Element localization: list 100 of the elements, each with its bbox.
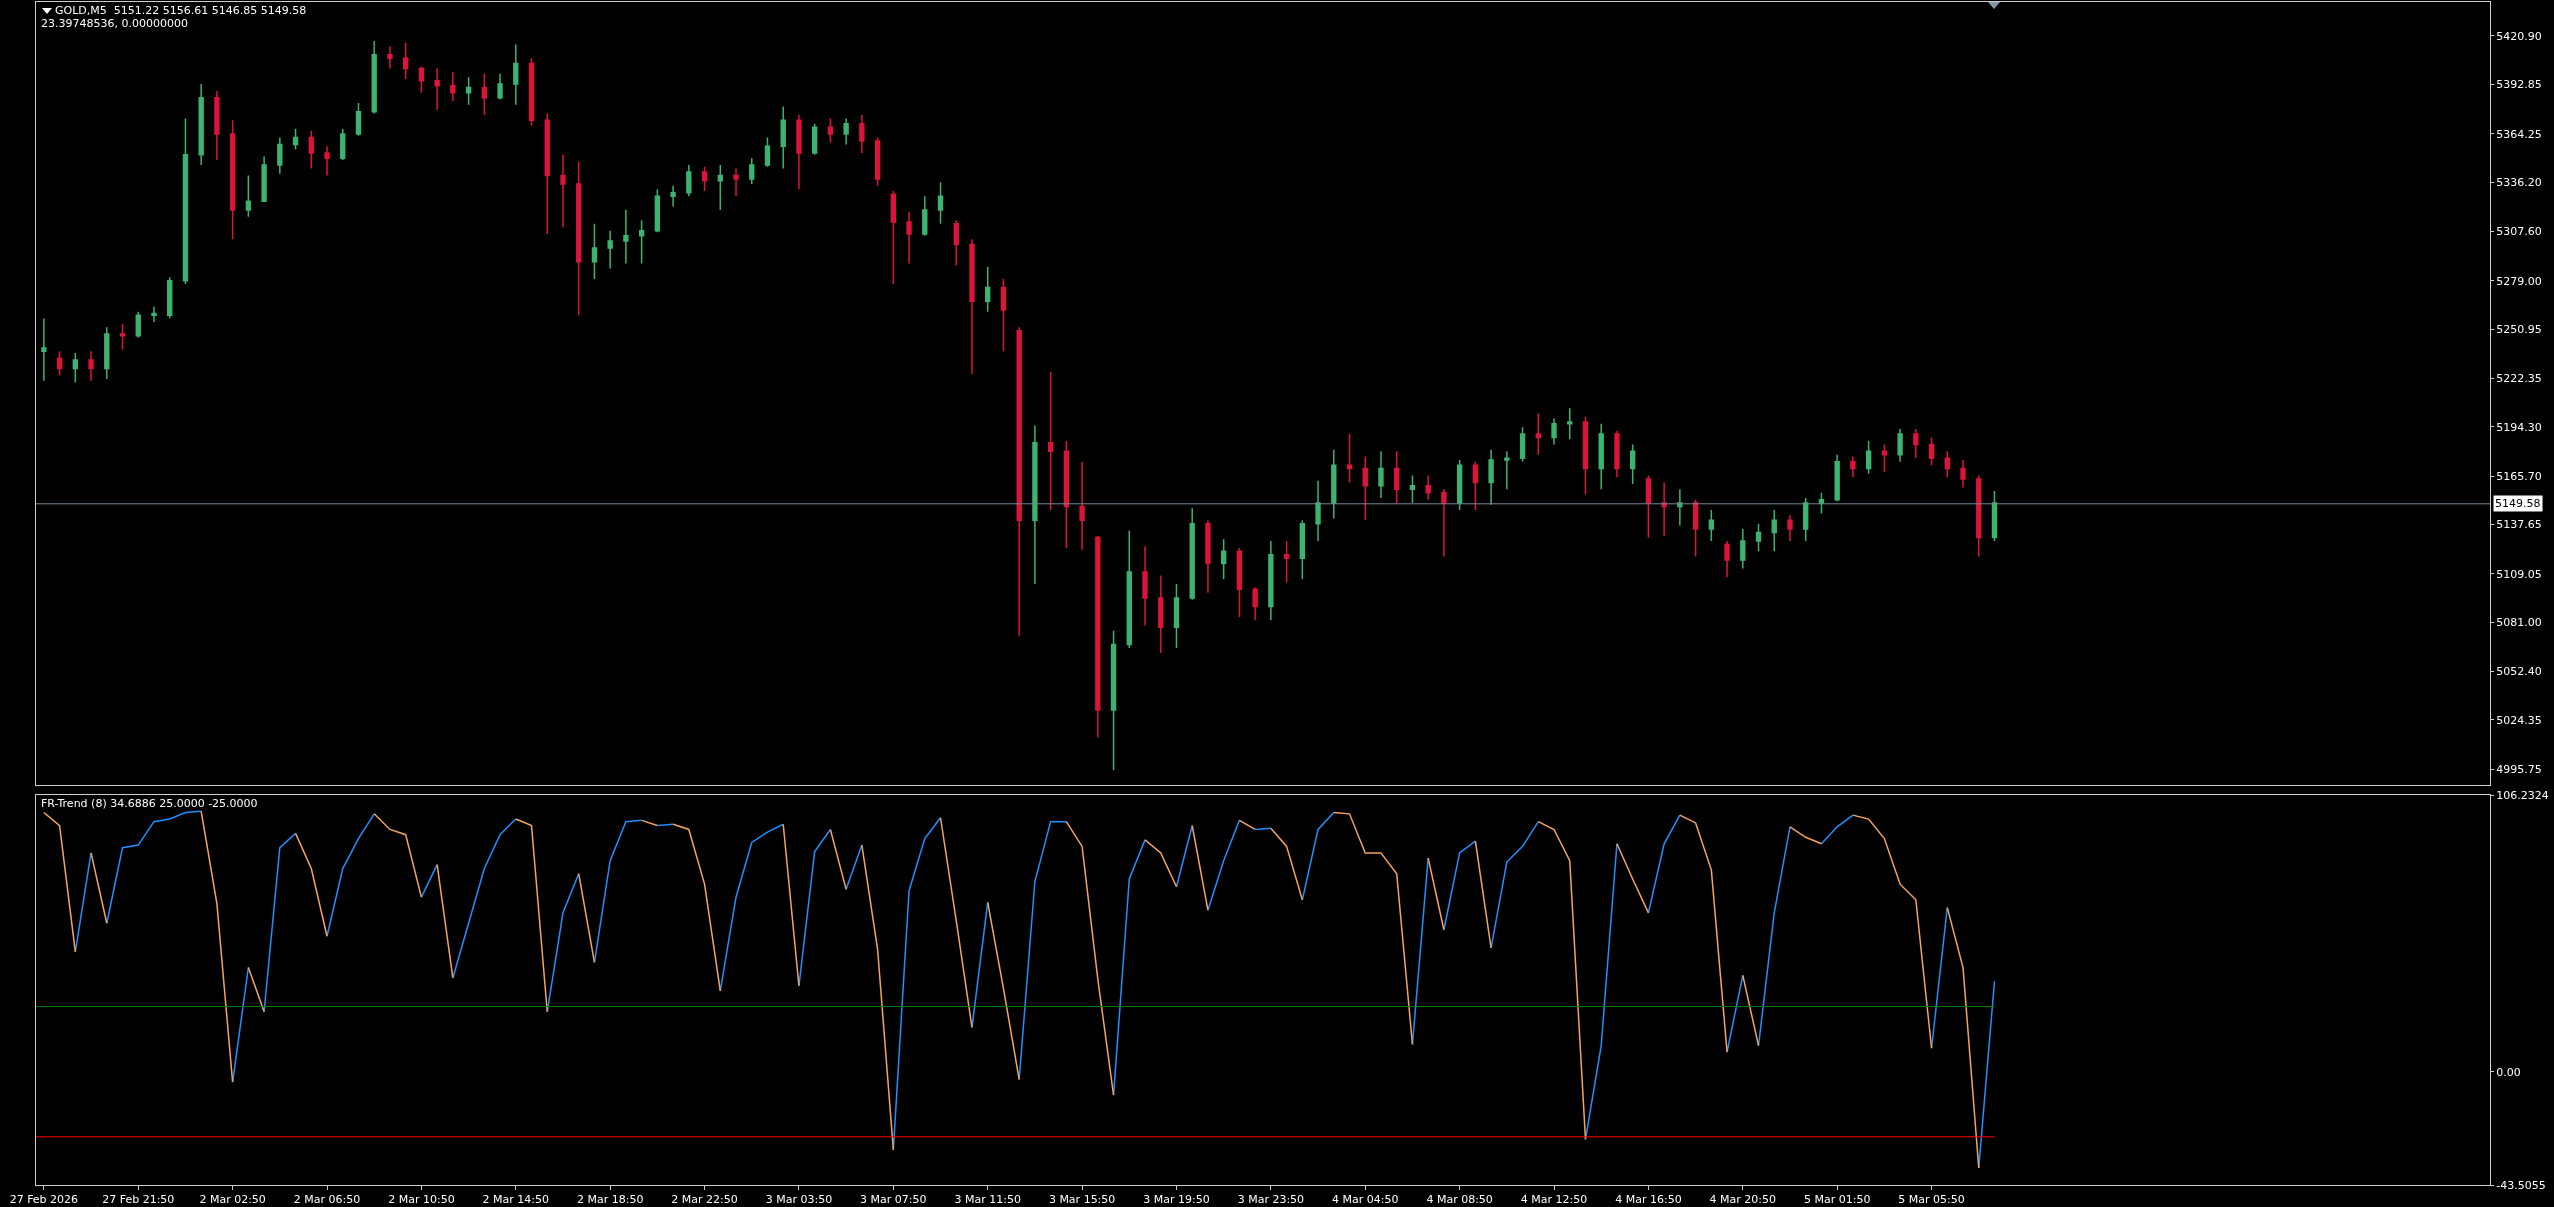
candlestick [1032,424,1038,585]
candlestick [1976,474,1982,558]
y-tick-label: 5081.00 [2496,615,2542,629]
candlestick [1944,450,1950,478]
candlestick [1645,474,1652,539]
chart-title: FR-Trend (8) 34.6886 25.0000 -25.0000 [41,797,258,810]
candlestick [1378,450,1384,499]
candlestick [403,41,409,80]
candlestick [749,157,755,185]
candlestick [937,181,944,225]
candlestick [1063,440,1070,549]
candlestick [1110,629,1117,772]
candlestick [56,350,63,377]
candlestick [1252,586,1258,622]
candlestick [481,72,487,116]
candlestick [1708,509,1714,542]
candlestick [214,90,220,161]
candlestick [591,222,598,280]
x-tick-label: 27 Feb 2026 [9,1193,79,1207]
x-tick-label: 3 Mar 07:50 [860,1193,927,1207]
candlestick [686,164,692,197]
candlestick [1740,528,1746,570]
candlestick [497,72,503,101]
y-tick-label: 5420.90 [2496,29,2542,43]
candlestick [859,114,865,154]
candlestick [1834,454,1840,503]
candlestick [355,102,362,137]
candlestick [1268,540,1274,622]
candlestick [1692,498,1699,558]
candlestick [167,276,173,320]
candlestick [1771,509,1777,553]
candlestick [1394,450,1400,504]
candlestick [607,229,613,270]
candlestick [1551,417,1557,446]
candlestick [1425,474,1431,501]
candlestick [434,67,440,111]
candlestick [88,350,94,382]
candlestick [1158,574,1164,654]
candlestick [1881,443,1888,473]
x-tick-label: 3 Mar 15:50 [1048,1193,1116,1207]
candlestick [1095,535,1101,739]
candlestick [1928,436,1935,466]
candlestick [827,117,834,144]
candlestick [418,66,425,94]
candlestick [890,190,896,285]
x-tick-label: 4 Mar 20:50 [1709,1193,1777,1207]
candlestick [654,188,661,234]
candlestick [1755,523,1762,553]
text: 23.39748536, 0.00000000 [41,17,188,30]
candlestick [670,185,676,208]
x-tick-label: 4 Mar 08:50 [1426,1193,1493,1207]
candlestick [1598,423,1604,491]
y-tick-label: 5194.30 [2496,420,2542,434]
candlestick [1047,371,1054,511]
x-tick-label: 4 Mar 12:50 [1520,1193,1588,1207]
candlestick [1142,545,1148,627]
candlestick [544,112,550,235]
x-tick-label: 2 Mar 10:50 [388,1193,455,1207]
candlestick [1630,443,1636,485]
x-tick-label: 3 Mar 03:50 [765,1193,833,1207]
candlestick [717,164,723,211]
candlestick [324,145,330,177]
candlestick [340,128,346,161]
x-tick-label: 5 Mar 05:50 [1898,1193,1965,1207]
candlestick [261,155,267,203]
candlestick [1315,479,1321,542]
candlestick [922,195,928,237]
y-tick-label: 5024.35 [2496,713,2542,727]
candlestick [874,136,881,187]
candlestick [1661,481,1667,537]
candlestick [245,174,252,218]
x-tick-label: 3 Mar 19:50 [1143,1193,1210,1207]
x-tick-label: 2 Mar 06:50 [293,1193,361,1207]
candlestick [72,352,78,384]
y-tick-label: -43.5055 [2496,1178,2546,1192]
candlestick [1803,497,1809,542]
ref-line-label: 5149.58 [2495,497,2541,510]
candlestick [1456,459,1463,511]
candlestick [41,317,47,382]
y-tick-label: 5222.35 [2496,372,2542,386]
candlestick [1488,448,1494,506]
candlestick [780,105,786,170]
y-tick-label: 5392.85 [2496,78,2542,92]
candlestick [1362,455,1368,522]
candlestick [1787,514,1793,542]
candlestick [229,119,236,241]
x-tick-label: 3 Mar 11:50 [954,1193,1021,1207]
candlestick [1189,507,1195,601]
candlestick [733,167,739,197]
y-tick-label: 0.00 [2496,1065,2521,1079]
x-tick-label: 3 Mar 23:50 [1237,1193,1305,1207]
y-tick-label: 5165.70 [2496,469,2542,483]
candlestick [1346,433,1353,484]
candlestick [1000,278,1007,353]
candlestick [292,128,299,151]
y-tick-label: 5307.60 [2496,225,2542,239]
candlestick [1519,426,1526,463]
y-tick-label: 5250.95 [2496,322,2542,336]
candlestick [1236,547,1243,618]
candlestick [1441,488,1447,558]
